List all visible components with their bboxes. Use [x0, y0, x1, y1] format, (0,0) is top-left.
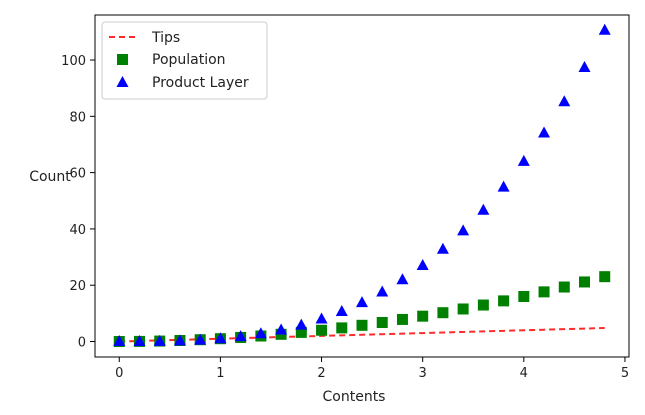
product-layer-point: [315, 312, 328, 324]
product-layer-point: [477, 203, 490, 215]
population-point: [417, 310, 429, 322]
population-point: [457, 303, 469, 315]
y-tick-label: 20: [69, 279, 86, 294]
legend-tips-label: Tips: [151, 30, 180, 46]
population-point: [599, 271, 611, 283]
legend-box: [101, 21, 268, 100]
plot-frame: [94, 14, 630, 358]
population-point: [316, 324, 328, 336]
plot-area: [113, 23, 611, 348]
x-axis-title: Contents: [323, 389, 386, 405]
population-point: [579, 276, 590, 288]
population-point: [477, 299, 489, 311]
population-point: [396, 313, 408, 325]
population-point: [376, 316, 388, 328]
product-layer-point: [376, 285, 389, 297]
product-layer-point: [133, 334, 146, 346]
product-layer-point: [194, 333, 207, 345]
product-layer-point: [295, 318, 308, 330]
legend-product-layer-swatch: [116, 76, 129, 87]
legend: Tips Population Product Layer: [101, 21, 268, 100]
product-layer-point: [436, 242, 449, 254]
x-axis: 0 1 2 3 4 5: [115, 357, 629, 381]
y-tick-label: 100: [61, 54, 86, 69]
population-point: [538, 286, 550, 298]
product-layer-point: [356, 296, 368, 308]
population-point: [295, 326, 307, 338]
population-point: [437, 307, 449, 319]
population-point: [336, 322, 348, 334]
population-point: [518, 290, 530, 302]
product-layer-point: [113, 335, 126, 347]
product-layer-point: [254, 327, 267, 339]
population-point: [498, 295, 510, 307]
product-layer-point: [578, 61, 591, 73]
y-axis-title: Count: [29, 169, 71, 185]
product-layer-point: [558, 95, 571, 107]
y-axis: 0 20 40 60 80 100: [61, 54, 95, 351]
product-layer-point: [598, 23, 611, 35]
product-layer-point: [396, 273, 409, 285]
population-point: [558, 281, 570, 293]
x-tick-label: 5: [621, 366, 629, 381]
y-tick-label: 80: [69, 110, 86, 125]
y-tick-label: 40: [69, 223, 86, 238]
population-point: [356, 319, 368, 331]
x-tick-label: 1: [216, 366, 224, 381]
product-layer-point: [234, 330, 247, 342]
product-layer-point: [275, 323, 288, 335]
product-layer-point: [335, 305, 348, 317]
x-tick-label: 2: [317, 366, 325, 381]
product-layer-point: [153, 334, 166, 346]
y-tick-label: 0: [78, 336, 86, 351]
product-layer-point: [517, 154, 530, 166]
product-layer-point: [457, 224, 470, 236]
product-layer-point: [497, 180, 510, 192]
legend-population-label: Population: [152, 52, 226, 68]
product-layer-point: [416, 259, 429, 271]
product-layer-point: [214, 332, 227, 344]
x-tick-label: 0: [115, 366, 123, 381]
x-tick-label: 3: [419, 366, 427, 381]
product-layer-point: [173, 334, 186, 346]
legend-population-swatch: [117, 54, 128, 65]
y-tick-label: 60: [69, 167, 86, 182]
x-tick-label: 4: [520, 366, 528, 381]
legend-product-layer-label: Product Layer: [152, 75, 249, 91]
product-layer-point: [538, 126, 551, 138]
